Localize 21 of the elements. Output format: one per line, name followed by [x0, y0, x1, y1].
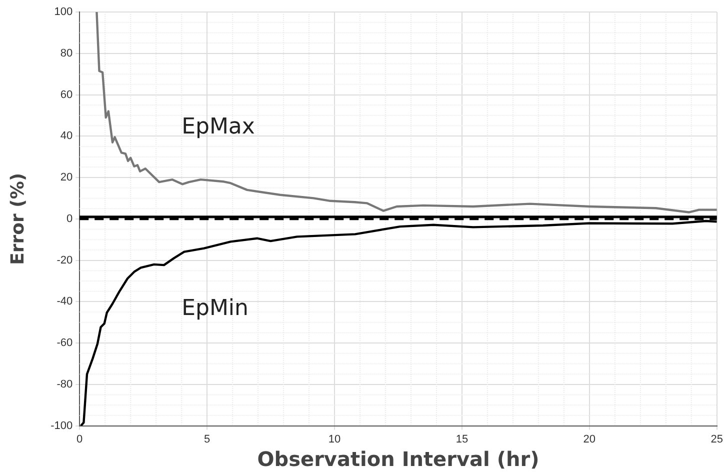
y-tick-label: 40 — [60, 130, 73, 142]
y-tick-label: 20 — [60, 172, 73, 184]
series-label: EpMin — [182, 296, 248, 322]
x-tick-label: 25 — [710, 433, 724, 446]
x-tick-label: 20 — [583, 433, 596, 446]
y-tick-label: 80 — [60, 47, 73, 60]
y-axis-title: Error (%) — [7, 172, 28, 265]
y-tick-label: -40 — [56, 296, 73, 308]
x-tick-label: 0 — [76, 433, 83, 446]
y-tick-label: 0 — [66, 212, 73, 225]
x-axis-title: Observation Interval (hr) — [257, 447, 540, 472]
y-tick-label: -100 — [50, 420, 73, 432]
y-tick-label: 60 — [60, 88, 73, 101]
y-tick-label: -80 — [56, 378, 73, 390]
y-tick-label: -60 — [56, 337, 73, 350]
x-tick-label: 5 — [204, 433, 210, 446]
x-tick-label: 15 — [456, 433, 468, 446]
y-tick-label: -20 — [56, 254, 73, 266]
x-tick-label: 10 — [328, 433, 341, 446]
series-label: EpMax — [182, 114, 255, 140]
y-tick-label: 100 — [54, 6, 73, 18]
